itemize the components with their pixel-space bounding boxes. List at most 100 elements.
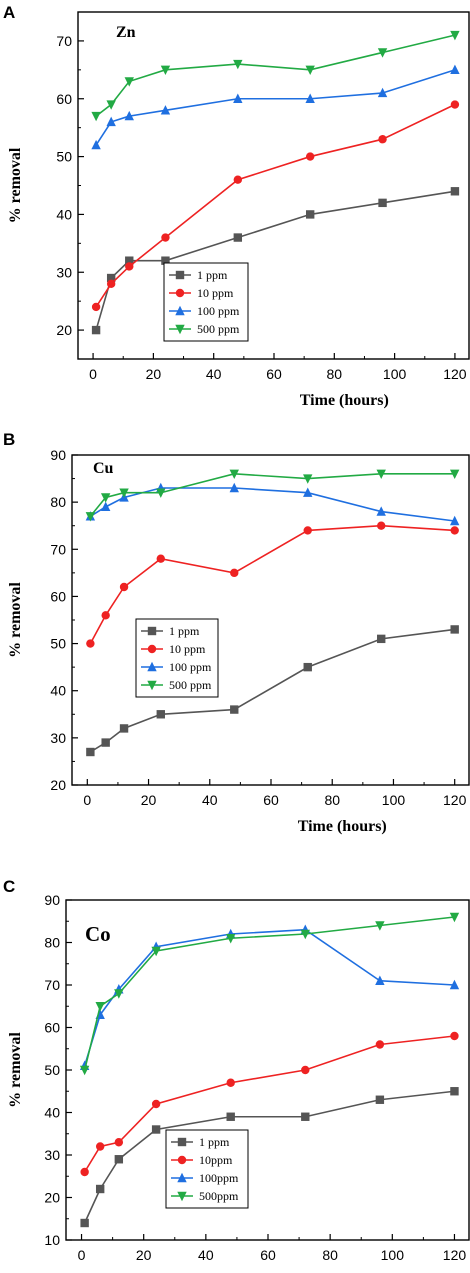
data-point [233, 93, 243, 103]
legend: 1 ppm 10ppm 100ppm 500ppm [165, 1129, 249, 1209]
data-point [80, 1167, 89, 1177]
data-point [450, 100, 460, 109]
data-point [125, 262, 134, 271]
y-tick-label: 40 [44, 1105, 60, 1121]
data-point [449, 979, 460, 990]
legend-label: 10 ppm [169, 642, 206, 656]
x-tick-label: 20 [136, 1247, 152, 1263]
y-tick-label: 70 [50, 541, 66, 557]
chart-panel-b: 20 30 40 50 60 70 80 90 0 20 40 60 80 100 120 Time (hou… [3, 430, 470, 835]
legend-label: 100 ppm [197, 304, 240, 318]
legend-label: 1 ppm [197, 268, 228, 282]
data-point [91, 111, 101, 122]
legend: 1 ppm 10 ppm 100 ppm 500 ppm [135, 618, 219, 698]
data-point [114, 989, 124, 999]
data-point [450, 187, 460, 196]
panel-letter: B [3, 430, 15, 449]
legend-label: 100 ppm [169, 660, 212, 674]
data-point [151, 946, 161, 957]
data-point [100, 493, 111, 503]
plot-frame [65, 899, 470, 1241]
legend-marker [147, 661, 157, 672]
x-tick-label: 120 [443, 792, 467, 808]
y-tick-label: 90 [44, 892, 60, 908]
x-tick-label: 80 [327, 366, 343, 382]
y-tick-label: 30 [44, 1147, 60, 1163]
legend-marker [177, 1191, 187, 1202]
series-100-ppm [85, 482, 460, 526]
data-point [95, 1184, 105, 1194]
x-tick-label: 20 [146, 366, 162, 382]
data-point [305, 152, 315, 161]
y-tick-label: 70 [44, 977, 60, 993]
x-tick-label: 40 [198, 1247, 214, 1263]
chart-panel-a: 20 30 40 50 60 70 0 20 40 60 80 100 120 Time (hours)%… [3, 3, 470, 409]
y-tick-label: 70 [56, 33, 72, 49]
x-axis-title: Time (hours) [298, 818, 387, 835]
data-point [305, 210, 315, 219]
series-1-ppm [91, 187, 460, 335]
data-point [106, 100, 116, 110]
x-tick-label: 100 [383, 366, 407, 382]
y-tick-label: 40 [56, 206, 72, 222]
series-10ppm [80, 1031, 459, 1177]
data-point [124, 77, 134, 87]
x-tick-label: 0 [78, 1247, 86, 1263]
legend-marker [147, 680, 157, 691]
x-tick-label: 40 [202, 792, 218, 808]
x-tick-label: 80 [324, 792, 340, 808]
legend-label: 100ppm [199, 1171, 239, 1185]
data-point [86, 639, 95, 648]
data-point [226, 934, 236, 944]
data-point [377, 87, 388, 98]
data-point [156, 488, 166, 498]
x-tick-label: 120 [443, 366, 467, 382]
series-100-ppm [91, 64, 460, 150]
data-point [151, 1099, 161, 1109]
data-point [233, 59, 243, 70]
series-500-ppm [91, 30, 460, 122]
data-point [106, 116, 116, 127]
data-point [156, 710, 165, 719]
data-point [376, 469, 386, 480]
legend-marker [175, 270, 185, 280]
x-tick-label: 20 [141, 792, 157, 808]
data-point [119, 724, 129, 733]
data-point [303, 474, 313, 484]
data-point [226, 1078, 235, 1087]
series-line [83, 928, 455, 1066]
data-point [375, 975, 385, 985]
legend-marker [175, 324, 185, 335]
data-point [95, 1142, 105, 1151]
data-point [229, 469, 239, 480]
legend-label: 1 ppm [199, 1135, 230, 1149]
series-line [95, 69, 456, 146]
series-10-ppm [91, 100, 460, 312]
data-point [91, 139, 101, 150]
data-point [375, 1095, 385, 1104]
data-point [161, 256, 170, 265]
series-1-ppm [80, 1087, 459, 1228]
series-line [83, 916, 455, 1071]
data-point [303, 662, 312, 672]
data-point [450, 30, 460, 41]
data-point [91, 302, 101, 312]
data-point [125, 256, 134, 265]
data-point [450, 64, 460, 75]
series-10-ppm [86, 521, 459, 648]
data-point [233, 233, 243, 242]
legend-marker [147, 644, 157, 654]
series-line [89, 473, 455, 517]
data-point [230, 705, 239, 714]
series-500-ppm [85, 469, 460, 522]
chart-panel-c: 102030405060708090020406080100120Time (h… [3, 877, 470, 1263]
data-point [114, 1155, 124, 1164]
y-tick-label: 50 [56, 149, 72, 165]
legend-label: 10ppm [199, 1153, 233, 1167]
data-point [375, 921, 385, 931]
series-line [83, 1090, 455, 1224]
x-tick-label: 100 [381, 1247, 405, 1263]
panel-letter: A [3, 3, 15, 22]
legend-marker [175, 305, 185, 316]
data-point [301, 1065, 310, 1075]
